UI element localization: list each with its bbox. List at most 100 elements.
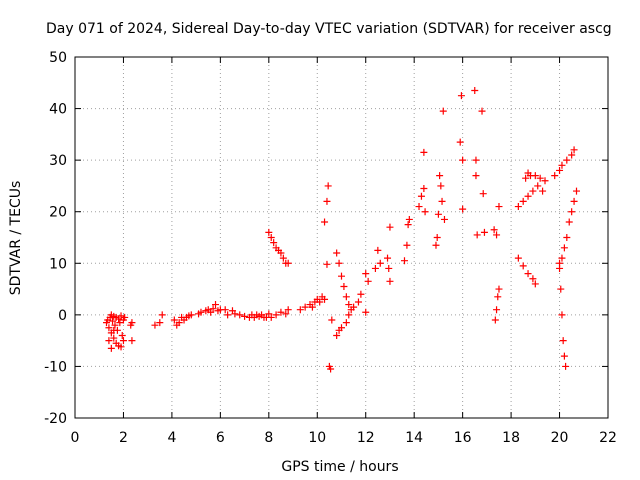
data-point xyxy=(277,249,285,257)
series-group xyxy=(265,228,292,267)
data-point xyxy=(438,197,446,205)
data-point xyxy=(558,311,566,319)
data-point xyxy=(362,308,370,316)
data-point xyxy=(557,285,565,293)
y-tick-label: 50 xyxy=(49,50,67,66)
data-point xyxy=(117,312,125,320)
data-point xyxy=(437,182,445,190)
x-tick-label: 22 xyxy=(599,430,617,446)
data-point xyxy=(284,306,292,314)
data-point xyxy=(323,197,331,205)
data-point xyxy=(345,311,353,319)
data-point xyxy=(270,239,278,247)
data-point xyxy=(491,316,499,324)
data-point xyxy=(296,306,304,314)
y-tick-label: 30 xyxy=(49,153,67,169)
data-point xyxy=(241,312,249,320)
y-axis-label: SDTVAR / TECUs xyxy=(8,181,24,296)
data-point xyxy=(323,260,331,268)
data-point xyxy=(563,156,571,164)
data-point xyxy=(279,254,287,262)
data-point xyxy=(570,146,578,154)
data-point xyxy=(471,87,479,95)
data-point xyxy=(519,262,527,270)
data-point xyxy=(308,303,316,311)
data-point xyxy=(187,311,195,319)
data-point xyxy=(231,310,239,318)
data-point xyxy=(456,138,464,146)
data-point xyxy=(519,197,527,205)
x-tick-label: 4 xyxy=(167,430,176,446)
data-point xyxy=(105,324,113,332)
series-group xyxy=(333,223,394,339)
data-point xyxy=(400,257,408,265)
data-point xyxy=(207,308,215,316)
data-point xyxy=(175,319,183,327)
data-point xyxy=(539,187,547,195)
data-point xyxy=(118,331,126,339)
axis-ticks: 0 2 4 6 8 10 12 14 16 18 20 22 -20 -10 0 10 20 30 40 50 xyxy=(44,50,617,446)
data-point xyxy=(440,215,448,223)
data-point xyxy=(362,270,370,278)
series-group xyxy=(102,311,136,352)
data-point xyxy=(568,208,576,216)
x-tick-label: 2 xyxy=(119,430,128,446)
data-point xyxy=(116,319,124,327)
series-group xyxy=(321,182,336,373)
data-point xyxy=(376,259,384,267)
data-point xyxy=(472,156,480,164)
x-tick-label: 20 xyxy=(551,430,569,446)
data-point xyxy=(403,241,411,249)
y-tick-label: 10 xyxy=(49,256,67,272)
data-point xyxy=(282,310,290,318)
data-point xyxy=(321,218,329,226)
data-point xyxy=(529,187,537,195)
data-point xyxy=(209,305,217,313)
data-point xyxy=(342,319,350,327)
data-point xyxy=(386,223,394,231)
data-point xyxy=(514,203,522,211)
data-point xyxy=(371,264,379,272)
data-point xyxy=(327,365,335,373)
data-point xyxy=(494,293,502,301)
data-point xyxy=(405,215,413,223)
x-tick-label: 0 xyxy=(71,430,80,446)
data-point xyxy=(417,192,425,200)
data-point xyxy=(559,337,567,345)
data-point xyxy=(536,174,544,182)
y-tick-label: -20 xyxy=(44,411,67,427)
x-tick-label: 8 xyxy=(264,430,273,446)
data-point xyxy=(541,177,549,185)
data-point xyxy=(490,226,498,234)
data-point xyxy=(568,151,576,159)
data-point xyxy=(415,203,423,211)
data-point xyxy=(433,234,441,241)
data-point xyxy=(551,172,559,180)
data-point xyxy=(570,197,578,205)
data-point xyxy=(105,337,113,345)
data-point xyxy=(324,182,332,190)
data-point xyxy=(522,174,530,182)
series-group xyxy=(151,301,292,329)
data-point xyxy=(374,246,382,254)
data-point xyxy=(473,231,481,239)
x-tick-label: 10 xyxy=(308,430,326,446)
series-group xyxy=(551,146,581,370)
data-point xyxy=(128,319,136,327)
x-tick-label: 18 xyxy=(502,430,520,446)
grid xyxy=(75,57,608,418)
data-point xyxy=(556,259,564,267)
data-point xyxy=(434,210,442,218)
data-point xyxy=(345,301,353,309)
data-point xyxy=(110,334,118,342)
data-point xyxy=(156,319,164,327)
data-point xyxy=(529,275,537,283)
data-point xyxy=(439,107,447,115)
data-point xyxy=(459,205,467,213)
data-point xyxy=(265,310,273,318)
data-point xyxy=(573,187,581,195)
data-point xyxy=(151,321,159,329)
data-point xyxy=(495,285,503,293)
data-point xyxy=(565,218,573,226)
data-point xyxy=(459,156,467,164)
